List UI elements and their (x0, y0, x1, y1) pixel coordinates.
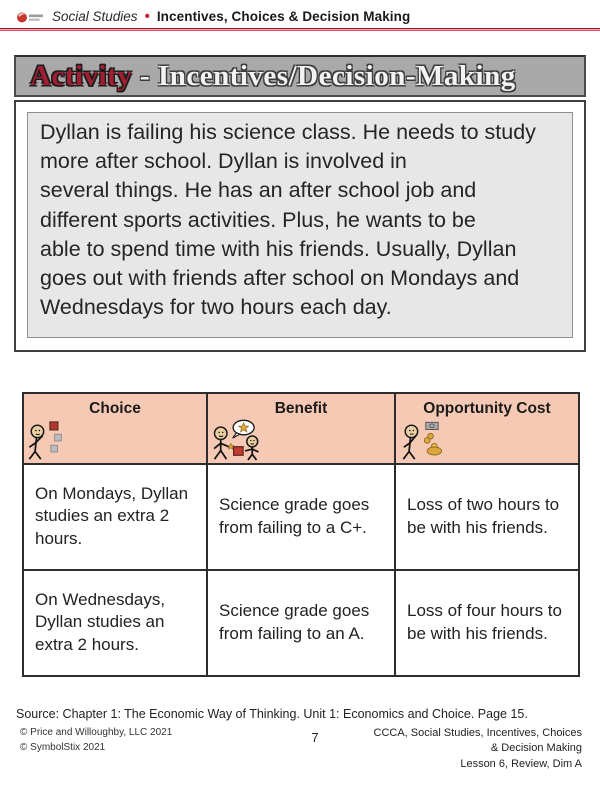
row2-benefit-cell: Science grade goes from failing to an A. (206, 568, 396, 677)
running-header: Social Studies • Incentives, Choices & D… (0, 0, 600, 26)
banner-dash: - (132, 59, 158, 92)
row1-opportunity-cost-cell: Loss of two hours to be with his friends… (394, 462, 580, 571)
choice-header-label: Choice (89, 399, 141, 417)
choices-table: Choice (22, 391, 580, 677)
row2-opportunity-cost-cell: Loss of four hours to be with his friend… (394, 568, 580, 677)
header-separator-dot: • (144, 8, 150, 25)
column-header-opportunity-cost: Opportunity Cost (394, 391, 580, 465)
benefit-header-label: Benefit (274, 399, 328, 417)
header-subject: Social Studies (52, 9, 138, 24)
benefit-two-people-star-icon (208, 419, 394, 461)
column-header-benefit: Benefit (206, 391, 396, 465)
table-row: On Wednesdays, Dyllan studies an extra 2… (22, 568, 580, 677)
activity-label: Activity (30, 59, 133, 92)
opportunity-cost-header-label: Opportunity Cost (423, 399, 551, 417)
source-citation: Source: Chapter 1: The Economic Way of T… (16, 706, 528, 721)
course-info-line-1: CCCA, Social Studies, Incentives, Choice… (373, 727, 582, 755)
page-footer: © Price and Willoughby, LLC 2021 © Symbo… (0, 726, 600, 772)
publisher-logo-icon (16, 9, 46, 25)
activity-banner: Activity - Incentives/Decision-Making (14, 55, 586, 97)
table-header-row: Choice (22, 391, 580, 465)
page-number: 7 (311, 730, 319, 745)
row2-choice-cell: On Wednesdays, Dyllan studies an extra 2… (22, 568, 208, 677)
table-row: On Mondays, Dyllan studies an extra 2 ho… (22, 462, 580, 571)
scenario-text: Dyllan is failing his science class. He … (27, 112, 573, 338)
column-header-choice: Choice (22, 391, 208, 465)
footer-course-info: CCCA, Social Studies, Incentives, Choice… (370, 726, 582, 772)
footer-copyright: © Price and Willoughby, LLC 2021 © Symbo… (20, 726, 220, 755)
header-doc-title: Incentives, Choices & Decision Making (156, 9, 411, 24)
choice-thinking-person-icon (24, 419, 206, 461)
course-info-line-2: Lesson 6, Review, Dim A (460, 757, 582, 770)
opportunity-cost-money-icon (396, 419, 578, 461)
scenario-outer-box: Dyllan is failing his science class. He … (14, 100, 586, 352)
copyright-line-2: © SymbolStix 2021 (20, 741, 106, 753)
row1-benefit-cell: Science grade goes from failing to a C+. (206, 462, 396, 571)
header-divider-rule (0, 28, 600, 31)
copyright-line-1: © Price and Willoughby, LLC 2021 (20, 727, 173, 738)
row1-choice-cell: On Mondays, Dyllan studies an extra 2 ho… (22, 462, 208, 571)
banner-title: Incentives/Decision-Making (157, 59, 516, 92)
